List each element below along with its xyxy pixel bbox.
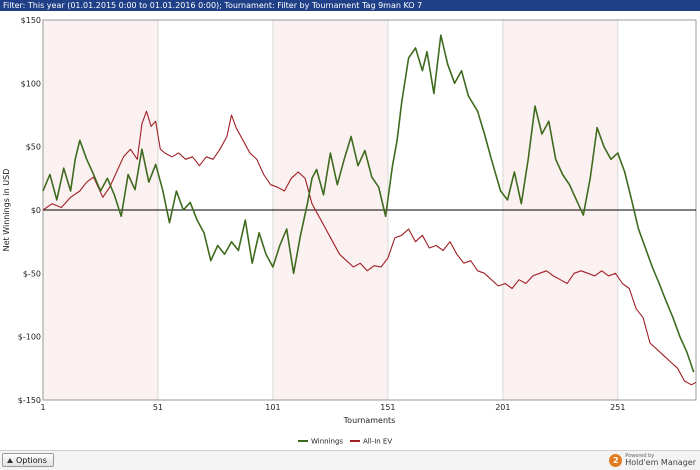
- x-tick-label: 201: [495, 403, 510, 412]
- y-tick-labels: $150 $100 $50 $0 $-50 $-100 $-150: [18, 16, 41, 405]
- y-tick-label: $50: [26, 143, 41, 152]
- filter-bar: Filter: This year (01.01.2015 0:00 to 01…: [0, 0, 700, 11]
- y-tick-label: $-150: [18, 396, 41, 405]
- powered-by-text: Powered by: [625, 453, 655, 459]
- x-tick-label: 251: [610, 403, 625, 412]
- legend-label: Winnings: [311, 438, 343, 446]
- y-tick-label: $100: [21, 79, 41, 88]
- x-tick-labels: 1 51 101 151 201 251: [40, 403, 625, 412]
- net-winnings-chart: $150$100$50$0$-50$-100$-150 1 51 101 151 201…: [2, 16, 697, 446]
- triangle-up-icon: [7, 458, 13, 463]
- options-label: Options: [16, 456, 47, 465]
- series-lines: [42, 34, 697, 386]
- series-line-winnings: [42, 34, 695, 373]
- series-line-all-in-ev: [42, 110, 697, 386]
- x-axis-label: Tournaments: [343, 416, 396, 425]
- legend: Winnings All-In EV: [298, 438, 392, 446]
- hem-logo-icon: 2: [609, 454, 623, 467]
- bottom-toolbar: Options 2 Powered by Hold'em Manager: [0, 450, 700, 470]
- filter-text: Filter: This year (01.01.2015 0:00 to 01…: [3, 1, 423, 10]
- x-tick-label: 151: [380, 403, 395, 412]
- y-tick-label: $-50: [23, 269, 41, 278]
- x-tick-label: 1: [40, 403, 45, 412]
- y-axis-label: Net Winnings in USD: [2, 169, 11, 252]
- y-tick-label: $-100: [18, 333, 41, 342]
- x-tick-label: 51: [153, 403, 163, 412]
- legend-label: All-In EV: [363, 438, 392, 446]
- options-button[interactable]: Options: [2, 453, 54, 467]
- powered-by-badge: 2 Powered by Hold'em Manager: [609, 452, 696, 469]
- brand-text: Hold'em Manager: [625, 458, 696, 467]
- x-tick-label: 101: [265, 403, 280, 412]
- y-tick-label: $150: [21, 16, 41, 25]
- y-tick-label: $0: [31, 206, 41, 215]
